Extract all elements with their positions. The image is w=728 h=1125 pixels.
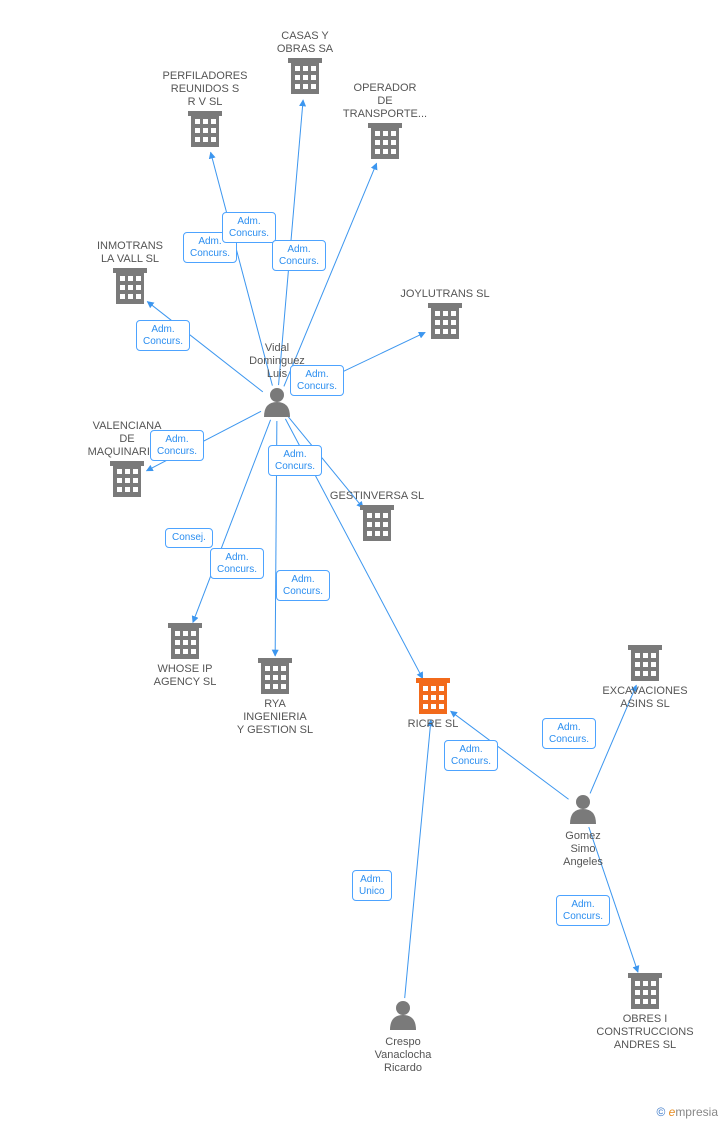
edge-label: Adm. Concurs.	[150, 430, 204, 461]
building-icon	[288, 58, 322, 94]
edge-label: Consej.	[165, 528, 213, 548]
building-icon	[416, 678, 450, 714]
edge-label: Adm. Concurs.	[290, 365, 344, 396]
edge-label: Adm. Concurs.	[136, 320, 190, 351]
graph-node-operador[interactable]: OPERADORDETRANSPORTE...	[330, 82, 440, 122]
edge-label: Adm. Concurs.	[542, 718, 596, 749]
node-label: RYAINGENIERIAY GESTION SL	[220, 698, 330, 738]
graph-node-joylutrans[interactable]: JOYLUTRANS SL	[390, 288, 500, 301]
building-icon	[628, 645, 662, 681]
graph-node-ricre[interactable]: RICRE SL	[378, 718, 488, 731]
edge-label: Adm. Concurs.	[556, 895, 610, 926]
building-icon	[628, 973, 662, 1009]
copyright-symbol: ©	[656, 1105, 665, 1119]
node-label: OPERADORDETRANSPORTE...	[330, 82, 440, 122]
graph-node-inmotrans[interactable]: INMOTRANSLA VALL SL	[75, 240, 185, 266]
graph-node-rya[interactable]: RYAINGENIERIAY GESTION SL	[220, 698, 330, 738]
edge-label: Adm. Unico	[352, 870, 392, 901]
node-label: OBRES ICONSTRUCCIONSANDRES SL	[590, 1013, 700, 1053]
building-icon	[168, 623, 202, 659]
node-label: GomezSimoAngeles	[528, 830, 638, 870]
building-icon	[360, 505, 394, 541]
building-icon	[110, 461, 144, 497]
graph-node-perfil[interactable]: PERFILADORESREUNIDOS SR V SL	[150, 70, 260, 110]
graph-node-crespo[interactable]: CrespoVanaclochaRicardo	[348, 1036, 458, 1076]
graph-node-casas[interactable]: CASAS YOBRAS SA	[250, 30, 360, 56]
graph-node-gomez[interactable]: GomezSimoAngeles	[528, 830, 638, 870]
node-label: INMOTRANSLA VALL SL	[75, 240, 185, 266]
graph-node-gestinversa[interactable]: GESTINVERSA SL	[322, 490, 432, 503]
building-icon	[258, 658, 292, 694]
edge-label: Adm. Concurs.	[210, 548, 264, 579]
building-icon	[428, 303, 462, 339]
node-label: PERFILADORESREUNIDOS SR V SL	[150, 70, 260, 110]
edge-label: Adm. Concurs.	[444, 740, 498, 771]
building-icon	[113, 268, 147, 304]
node-label: EXCAVACIONESASINS SL	[590, 685, 700, 711]
person-icon	[264, 388, 290, 417]
graph-node-whoseip[interactable]: WHOSE IPAGENCY SL	[130, 663, 240, 689]
edge-label: Adm. Concurs.	[276, 570, 330, 601]
node-label: CASAS YOBRAS SA	[250, 30, 360, 56]
building-icon	[188, 111, 222, 147]
node-label: GESTINVERSA SL	[322, 490, 432, 503]
edge-label: Adm. Concurs.	[272, 240, 326, 271]
edge-label: Adm. Concurs.	[268, 445, 322, 476]
person-icon	[570, 795, 596, 824]
node-label: WHOSE IPAGENCY SL	[130, 663, 240, 689]
graph-canvas	[0, 0, 728, 1125]
brand-rest: mpresia	[675, 1105, 718, 1119]
building-icon	[368, 123, 402, 159]
node-label: CrespoVanaclochaRicardo	[348, 1036, 458, 1076]
node-label: RICRE SL	[378, 718, 488, 731]
node-label: JOYLUTRANS SL	[390, 288, 500, 301]
graph-node-obres[interactable]: OBRES ICONSTRUCCIONSANDRES SL	[590, 1013, 700, 1053]
person-icon	[390, 1001, 416, 1030]
graph-node-excav[interactable]: EXCAVACIONESASINS SL	[590, 685, 700, 711]
edge	[193, 420, 271, 623]
edge-label: Adm. Concurs.	[222, 212, 276, 243]
edge	[405, 720, 431, 998]
footer-credit: © empresia	[656, 1105, 718, 1119]
